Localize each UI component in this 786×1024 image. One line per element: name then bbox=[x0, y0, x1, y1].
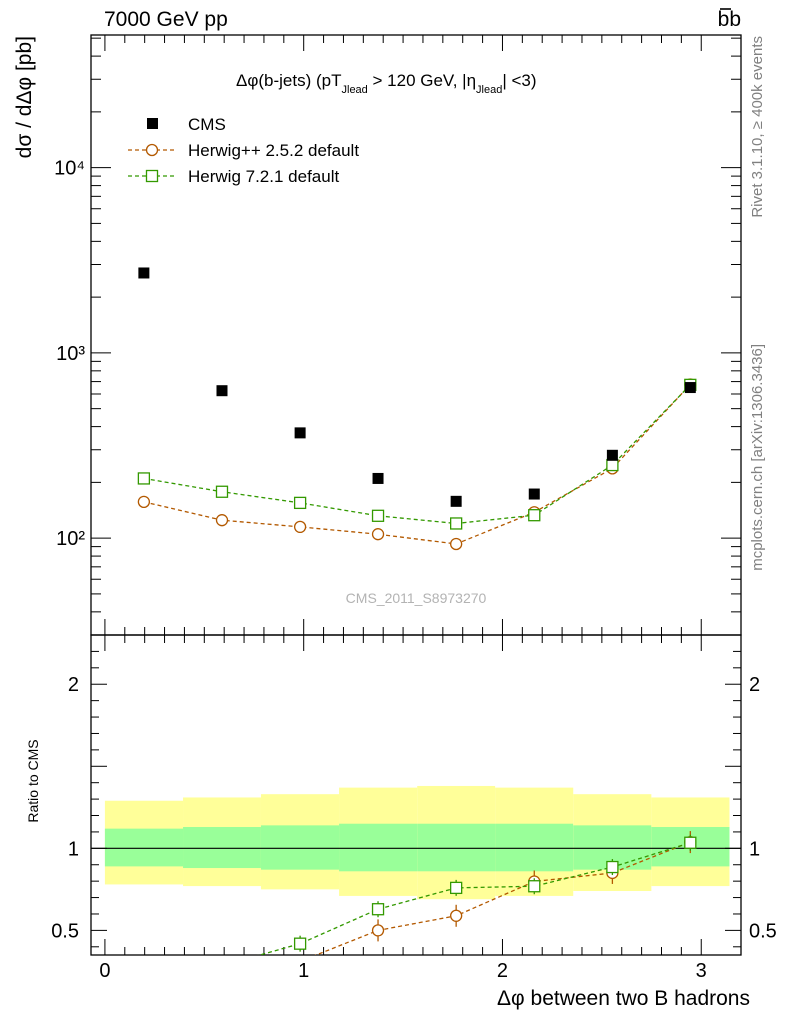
x-axis-label: Δφ between two B hadrons bbox=[497, 987, 750, 1010]
main-point-herwig7 bbox=[528, 509, 541, 522]
ratio-y-tick-label-right: 2 bbox=[749, 674, 760, 696]
main-point-herwigpp bbox=[450, 537, 463, 551]
main-point-cms bbox=[450, 495, 462, 507]
main-point-herwig7 bbox=[371, 509, 385, 522]
title-sub-1: Jlead bbox=[342, 84, 368, 96]
ratio-uncertainty-inner bbox=[104, 828, 184, 867]
y-tick-label: 10² bbox=[56, 528, 85, 550]
main-point-herwigpp bbox=[215, 514, 229, 527]
main-point-herwigpp bbox=[371, 528, 385, 541]
title-part-a: Δφ(b-jets) (pT bbox=[236, 71, 342, 90]
main-plot-ticks: 10² 10³ 10⁴ bbox=[54, 35, 741, 636]
main-point-cms bbox=[606, 449, 618, 461]
main-point-cms bbox=[372, 472, 384, 484]
x-tick-label: 0 bbox=[99, 960, 110, 982]
ratio-point-herwig7 bbox=[528, 880, 541, 893]
main-point-herwig7 bbox=[606, 458, 619, 472]
ratio-point-herwig7 bbox=[371, 903, 385, 916]
ratio-point-herwig7 bbox=[606, 860, 619, 874]
ratio-plot: 0.5 0.5 1 1 2 2 0 1 2 3 Ratio to CMS Δφ between t… bbox=[25, 634, 777, 1010]
ratio-y-tick-label-right: 1 bbox=[749, 838, 760, 860]
title-sub-2: Jlead bbox=[476, 84, 502, 96]
legend: CMS Herwig++ 2.5.2 default Herwig 7.2.1 … bbox=[128, 115, 359, 186]
ratio-line-herwig7 bbox=[257, 842, 691, 955]
rivet-label: Rivet 3.1.10, ≥ 400k events bbox=[749, 36, 766, 218]
y-tick-label: 10³ bbox=[56, 343, 85, 365]
legend-marker-herwig7 bbox=[145, 169, 159, 183]
main-point-herwig7 bbox=[215, 485, 229, 498]
legend-label-herwig7: Herwig 7.2.1 default bbox=[188, 167, 339, 186]
mcplots-label: mcplots.cern.ch [arXiv:1306.3436] bbox=[749, 344, 766, 571]
ratio-uncertainty-inner bbox=[183, 827, 261, 869]
legend-marker-herwigpp bbox=[145, 143, 159, 157]
ratio-point-herwigpp bbox=[450, 909, 463, 922]
collision-label: 7000 GeV pp bbox=[104, 8, 228, 31]
ratio-uncertainty-inner bbox=[495, 823, 574, 872]
process-label: bb bbox=[718, 8, 741, 31]
x-tick-label: 3 bbox=[696, 960, 707, 982]
main-series-layer bbox=[137, 267, 697, 551]
ratio-plot-frame bbox=[90, 634, 742, 956]
main-y-axis-label: dσ / dΔφ [pb] bbox=[13, 36, 36, 158]
ratio-point-herwig7 bbox=[684, 836, 697, 849]
ratio-uncertainty-inner bbox=[339, 823, 418, 872]
main-point-herwig7 bbox=[137, 472, 151, 485]
ratio-uncertainty-inner bbox=[417, 823, 496, 872]
x-tick-label: 2 bbox=[497, 960, 508, 982]
ratio-y-tick-label-right: 0.5 bbox=[749, 920, 777, 942]
main-line-herwigpp bbox=[143, 384, 691, 545]
x-tick-label: 1 bbox=[298, 960, 309, 982]
main-point-herwigpp bbox=[293, 520, 307, 534]
main-point-cms bbox=[528, 488, 540, 500]
main-point-herwigpp bbox=[137, 495, 151, 508]
main-point-cms bbox=[684, 382, 696, 394]
ratio-uncertainty-inner bbox=[260, 825, 340, 870]
ratio-series-layer bbox=[257, 831, 697, 955]
legend-label-cms: CMS bbox=[188, 115, 226, 134]
ratio-point-herwig7 bbox=[450, 881, 463, 895]
ratio-point-herwigpp bbox=[371, 924, 385, 937]
ratio-plot-ticks: 0.5 0.5 1 1 2 2 0 1 2 3 bbox=[51, 634, 777, 982]
ratio-y-tick-label: 2 bbox=[68, 674, 79, 696]
title-part-b: > 120 GeV, |η bbox=[368, 71, 476, 90]
main-plot-title: Δφ(b-jets) (pTJlead > 120 GeV, |ηJlead| … bbox=[236, 71, 537, 96]
ratio-y-axis-label: Ratio to CMS bbox=[25, 739, 41, 822]
analysis-watermark: CMS_2011_S8973270 bbox=[346, 590, 487, 606]
ratio-y-tick-label: 1 bbox=[68, 838, 79, 860]
ratio-band-layer bbox=[91, 785, 741, 900]
main-line-herwig7 bbox=[143, 384, 691, 525]
title-part-c: | <3) bbox=[502, 71, 536, 90]
y-tick-label: 10⁴ bbox=[54, 158, 85, 180]
ratio-y-tick-label: 0.5 bbox=[51, 920, 79, 942]
main-point-herwig7 bbox=[450, 517, 463, 530]
ratio-clipped-group bbox=[257, 831, 697, 955]
main-point-herwig7 bbox=[293, 496, 307, 510]
legend-marker-cms bbox=[147, 118, 158, 129]
main-point-cms bbox=[216, 385, 228, 397]
main-point-cms bbox=[138, 267, 150, 279]
ratio-point-herwig7 bbox=[293, 937, 307, 950]
main-point-cms bbox=[294, 427, 306, 439]
legend-label-herwigpp: Herwig++ 2.5.2 default bbox=[188, 141, 359, 160]
